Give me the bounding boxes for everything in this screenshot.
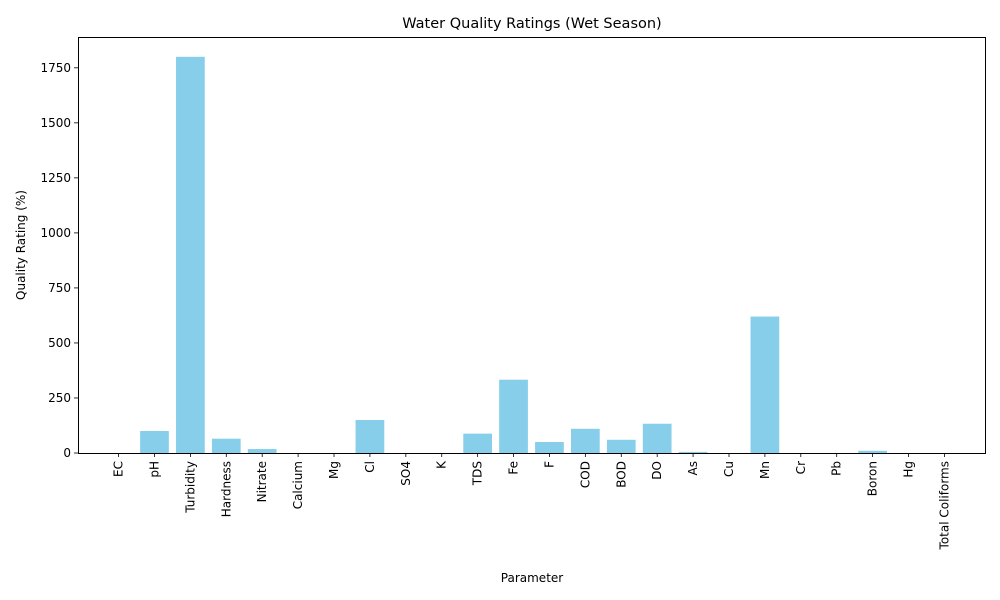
- x-tick-label: Pb: [830, 461, 844, 476]
- y-tick-label: 750: [48, 281, 71, 295]
- x-tick-label: Hardness: [219, 461, 233, 517]
- bar-f: [535, 441, 564, 453]
- x-tick-label: Calcium: [291, 461, 305, 509]
- x-tick-label: Mn: [758, 461, 772, 479]
- bar-turbidity: [176, 56, 205, 454]
- x-tick-label: Fe: [507, 461, 521, 475]
- x-tick-label: TDS: [471, 461, 485, 486]
- bar-cod: [570, 428, 600, 453]
- x-tick-label: Nitrate: [255, 461, 269, 502]
- y-tick-label: 250: [48, 391, 71, 405]
- bar-cl: [355, 419, 385, 453]
- x-tick-label: Cu: [722, 461, 736, 477]
- bar-tds: [463, 433, 493, 453]
- x-tick-label: BOD: [614, 461, 628, 488]
- y-tick-label: 1250: [40, 171, 71, 185]
- x-tick-label: Cl: [363, 461, 377, 473]
- y-tick-label: 1000: [40, 226, 71, 240]
- y-tick-label: 1750: [40, 61, 71, 75]
- x-axis-label: Parameter: [501, 571, 563, 585]
- x-tick-label: As: [686, 461, 700, 475]
- y-axis-label: Quality Rating (%): [14, 190, 28, 300]
- x-tick-label: COD: [578, 461, 592, 488]
- chart-title: Water Quality Ratings (Wet Season): [402, 16, 661, 32]
- bar-mn: [750, 316, 780, 453]
- bar-hardness: [211, 438, 241, 453]
- x-tick-label: Total Coliforms: [937, 461, 951, 550]
- x-tick-label: SO4: [399, 461, 413, 486]
- x-tick-label: Cr: [794, 461, 808, 474]
- y-axis-ticks: 0 250 500 750 1000 1250 1500 1750: [40, 61, 78, 460]
- bar-boron: [858, 450, 887, 453]
- x-tick-label: Turbidity: [183, 461, 197, 514]
- x-tick-label: Hg: [902, 461, 916, 478]
- x-tick-label: pH: [147, 461, 161, 478]
- x-tick-label: EC: [112, 461, 126, 477]
- bar-do: [642, 423, 672, 453]
- bar-bod: [606, 439, 636, 453]
- x-tick-label: Mg: [327, 461, 341, 479]
- x-axis-ticks: EC pH Turbidity Hardness Nitrate Calcium Mg Cl S…: [112, 453, 951, 550]
- plot-frame: [78, 37, 986, 454]
- x-tick-label: F: [542, 461, 556, 468]
- x-tick-label: K: [435, 460, 449, 469]
- y-tick-label: 1500: [40, 116, 71, 130]
- y-tick-label: 500: [48, 336, 71, 350]
- bar-nitrate: [247, 449, 277, 453]
- bar-ph: [140, 430, 169, 453]
- bar-fe: [499, 379, 528, 453]
- bar-as: [678, 451, 708, 453]
- x-tick-label: DO: [650, 461, 664, 480]
- bars-group: [140, 56, 887, 454]
- x-tick-label: Boron: [866, 461, 880, 496]
- y-tick-label: 0: [63, 446, 71, 460]
